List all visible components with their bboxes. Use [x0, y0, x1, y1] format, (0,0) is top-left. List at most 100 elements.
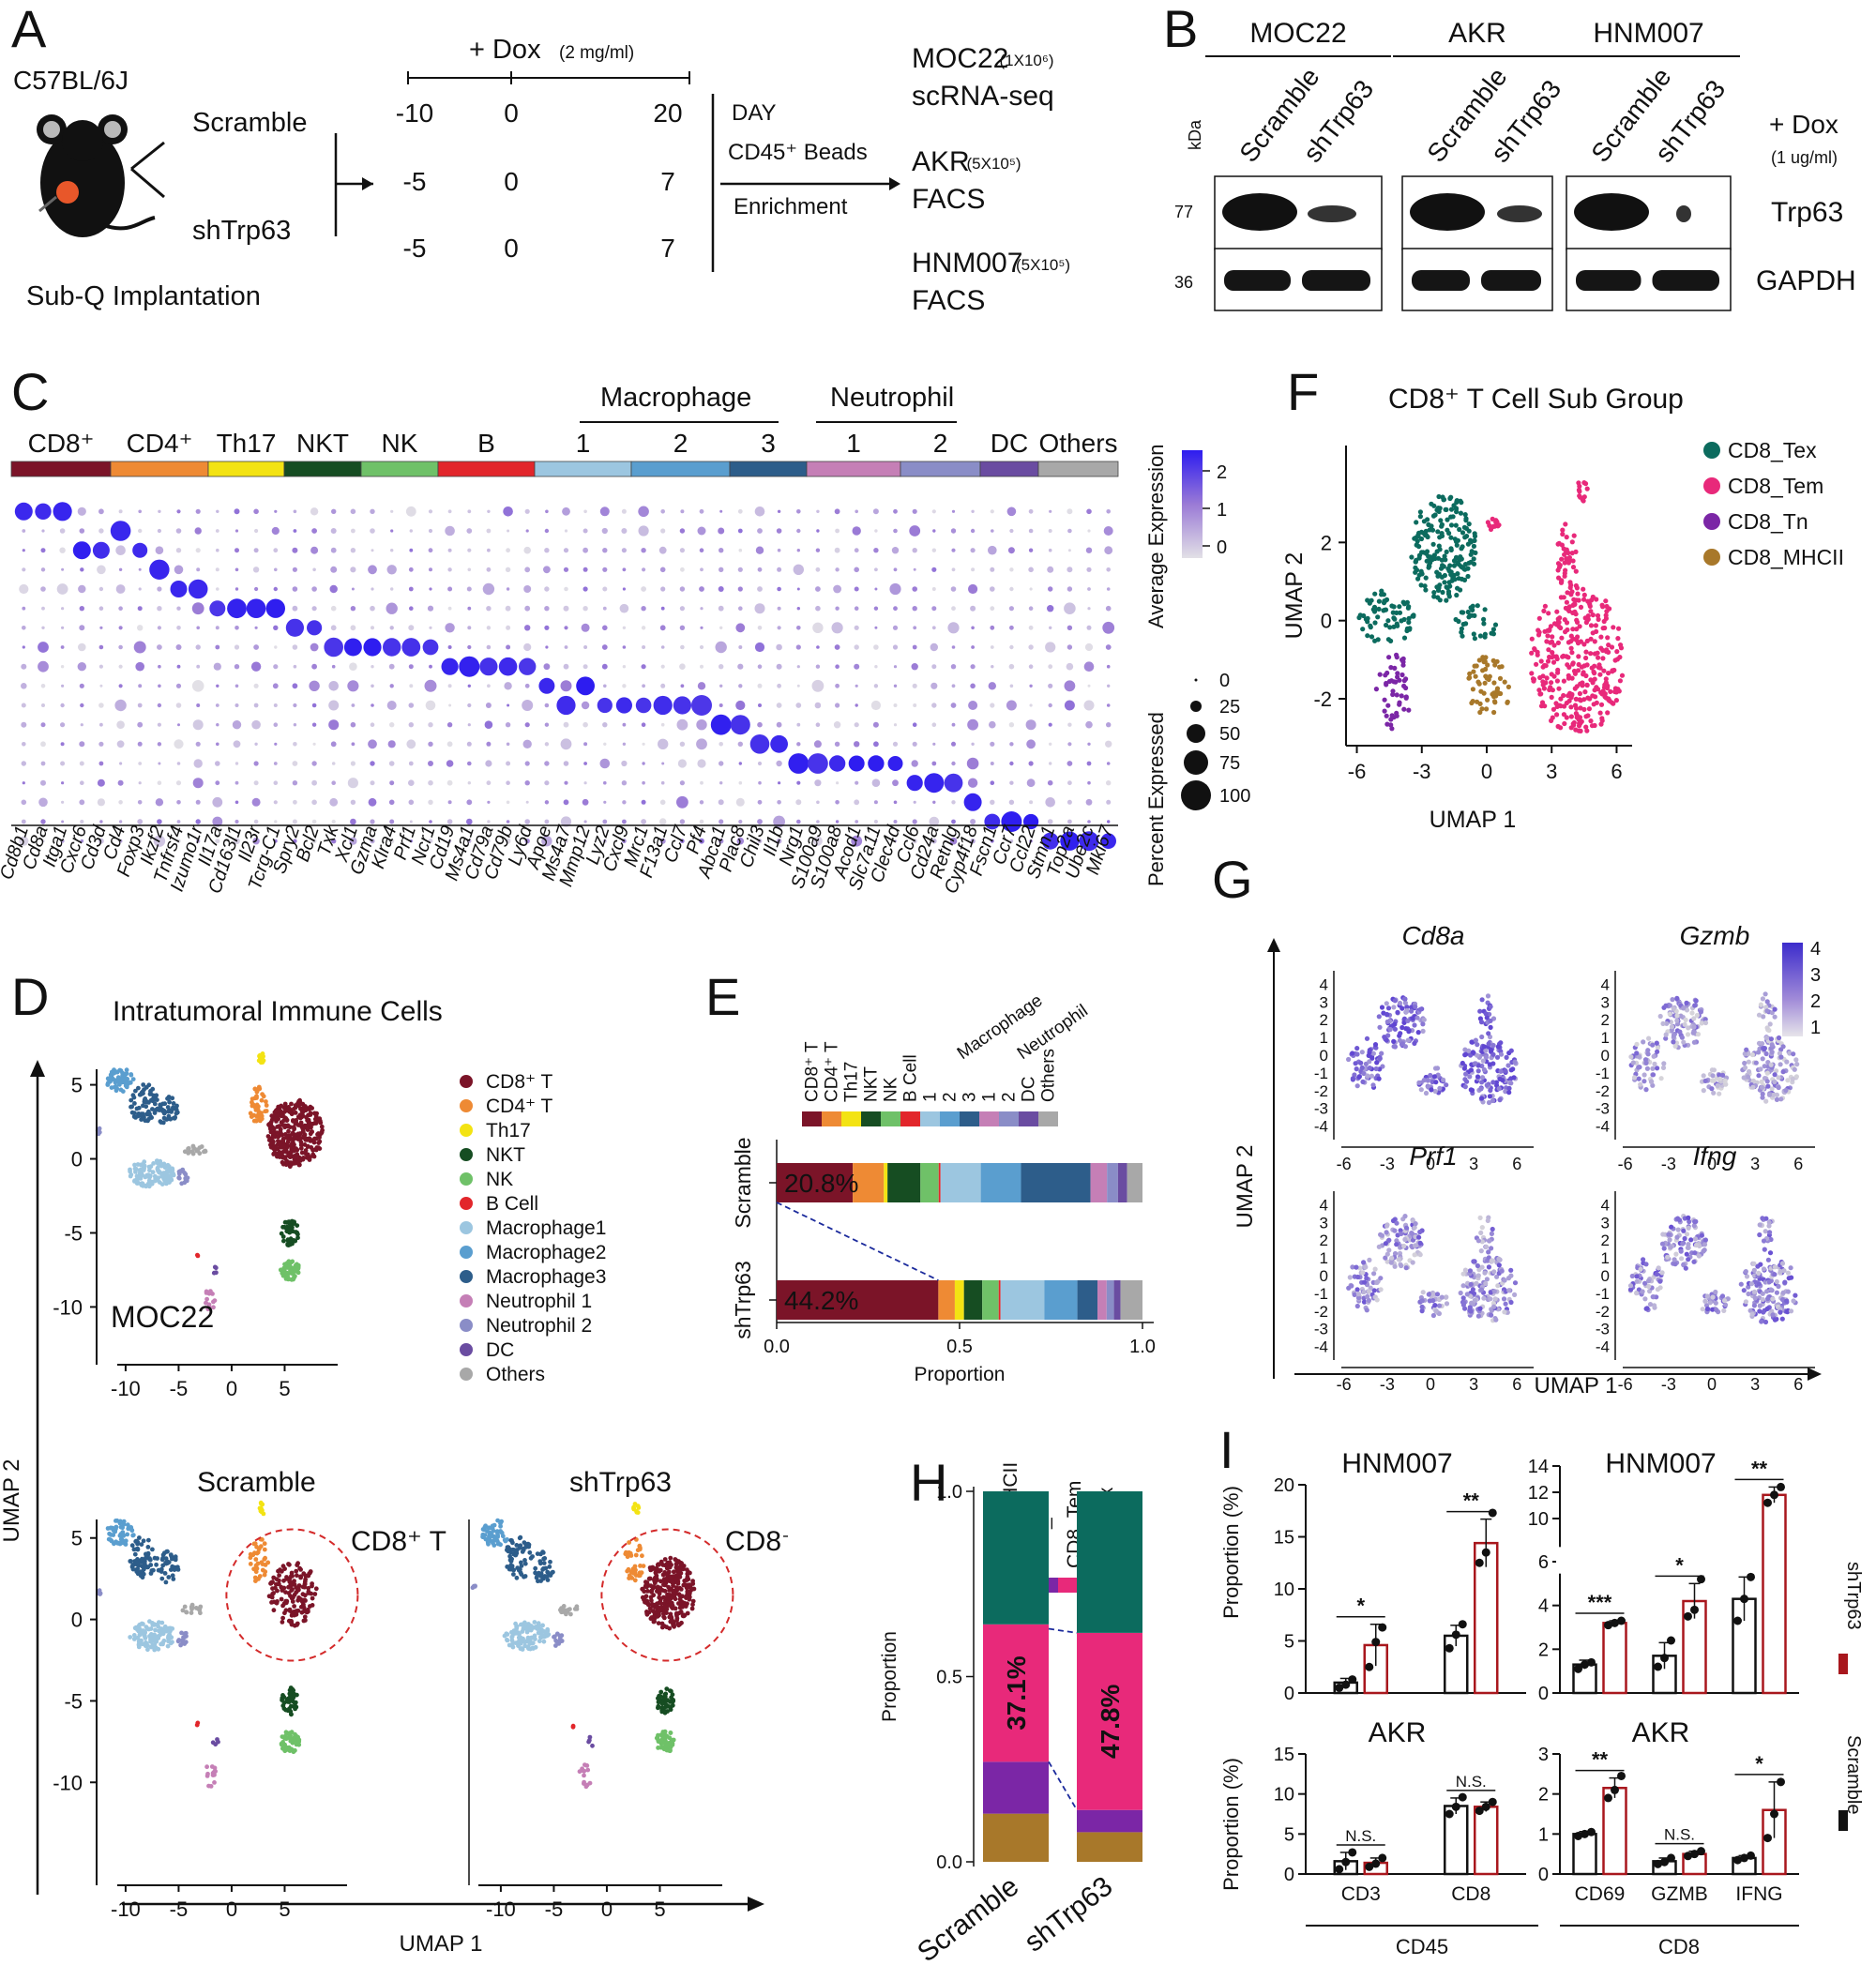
umap-cell	[647, 1606, 653, 1611]
dot	[428, 741, 433, 747]
dot	[157, 586, 162, 592]
umap-cell	[1474, 663, 1479, 669]
dot	[622, 587, 627, 591]
umap-cell	[292, 1160, 297, 1166]
e-category-label: shTrp63	[731, 1261, 755, 1339]
umap-cell	[1451, 563, 1457, 568]
umap-cell	[1382, 607, 1387, 612]
e-legend-swatch	[999, 1111, 1019, 1126]
umap-cell	[145, 1643, 150, 1648]
dot	[137, 606, 143, 612]
dot	[776, 643, 782, 651]
umap-cell	[1487, 673, 1492, 679]
g-cell	[1420, 1021, 1426, 1027]
dot	[796, 780, 801, 785]
umap-cell	[1571, 597, 1577, 602]
umap-cell	[664, 1607, 670, 1611]
umap-cell	[1578, 494, 1583, 500]
umap-cell	[1459, 546, 1464, 552]
g-ytick: -2	[1314, 1082, 1328, 1100]
dot	[912, 741, 917, 747]
umap-cell	[298, 1120, 304, 1126]
umap-cell	[138, 1170, 144, 1175]
umap-cell	[310, 1603, 315, 1608]
umap-cell	[1550, 650, 1555, 656]
umap-cell	[162, 1101, 168, 1107]
umap-cell	[298, 1140, 304, 1145]
mouse-icon	[37, 114, 156, 237]
umap-cell	[97, 1126, 102, 1131]
dot	[700, 567, 704, 572]
dot	[467, 606, 472, 611]
umap-cell	[1597, 672, 1603, 677]
umap-cell	[1573, 568, 1579, 574]
umap-cell	[280, 1224, 285, 1230]
dot	[174, 739, 184, 749]
dot	[622, 800, 627, 805]
umap-cell	[1573, 711, 1579, 717]
umap-cell	[1546, 647, 1551, 653]
e-legend-label: Th17	[842, 1062, 862, 1102]
umap-cell	[1436, 543, 1442, 549]
dot	[697, 682, 706, 690]
umap-cell	[1566, 698, 1572, 703]
dot	[251, 719, 261, 730]
g-cell	[1746, 1059, 1751, 1065]
umap-cell	[295, 1621, 300, 1626]
dot	[583, 839, 587, 843]
umap-cell	[174, 1103, 179, 1109]
umap-cell	[1469, 700, 1475, 706]
dot	[1009, 839, 1014, 843]
dot	[98, 644, 104, 650]
umap-cell	[658, 1559, 664, 1564]
dot	[195, 819, 201, 824]
umap-cell	[635, 1504, 641, 1509]
umap-cell	[1571, 722, 1577, 728]
g-ytick: 0	[1601, 1047, 1610, 1065]
umap-cell	[1598, 634, 1604, 640]
umap-cell	[1569, 589, 1575, 595]
dot	[265, 598, 285, 618]
wb-band	[1676, 205, 1691, 222]
dot	[350, 625, 356, 631]
umap-cell	[513, 1621, 518, 1626]
umap-cell	[1401, 678, 1407, 684]
umap-cell	[1575, 591, 1581, 597]
dot	[835, 800, 840, 805]
dot	[913, 703, 917, 707]
umap-cell	[1372, 620, 1378, 626]
umap-cell	[1570, 627, 1576, 632]
dot	[621, 548, 628, 553]
g-cell	[1434, 1066, 1441, 1071]
g-cell	[1686, 1025, 1691, 1031]
umap-cell	[315, 1132, 320, 1137]
umap-cell	[294, 1230, 298, 1235]
umap-cell	[587, 1738, 592, 1743]
dot	[250, 661, 262, 672]
dot	[196, 664, 201, 669]
umap-cell	[286, 1128, 291, 1134]
dot	[524, 567, 531, 573]
umap-cell	[134, 1538, 139, 1544]
umap-cell	[1414, 557, 1419, 563]
umap-cell	[286, 1264, 292, 1270]
umap-cell	[1569, 692, 1575, 698]
dot	[293, 703, 297, 708]
e-bar-segment	[884, 1163, 888, 1202]
dot	[524, 508, 530, 514]
umap-cell	[480, 1532, 486, 1537]
dot	[811, 679, 825, 692]
dot	[815, 548, 821, 552]
umap-cell	[1397, 604, 1402, 610]
dot	[519, 658, 537, 675]
umap-cell	[300, 1129, 306, 1134]
dot	[990, 741, 995, 747]
panel-label-f: F	[1287, 362, 1319, 421]
dot	[254, 742, 258, 746]
umap-cell	[258, 1505, 264, 1511]
umap-cell	[495, 1518, 500, 1523]
umap-cell	[1454, 509, 1460, 515]
g-cell	[1379, 1005, 1385, 1010]
dot	[328, 700, 340, 711]
